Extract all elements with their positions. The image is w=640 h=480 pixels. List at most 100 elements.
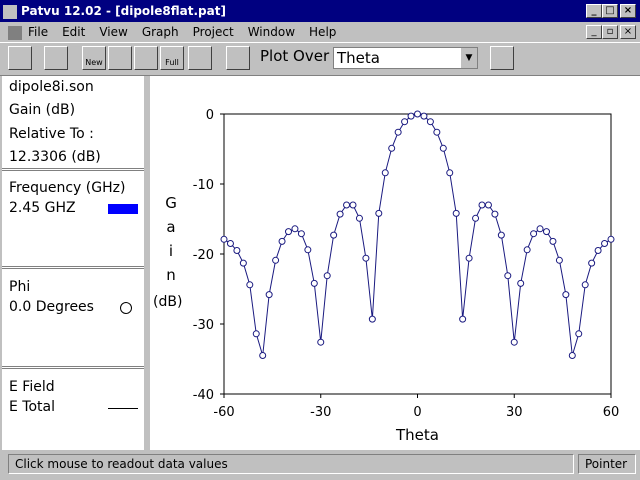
data-point [285, 228, 292, 236]
data-point [426, 118, 434, 126]
field-line-symbol [108, 408, 138, 409]
y-tick-label: -30 [193, 318, 214, 333]
y-tick-label: -20 [193, 248, 214, 263]
data-point [381, 169, 389, 177]
data-point [446, 169, 454, 177]
data-point [497, 231, 505, 239]
copy-button[interactable] [44, 46, 68, 70]
data-point [536, 225, 544, 233]
menu-item[interactable]: View [99, 25, 128, 39]
doc-minimize-button[interactable]: _ [586, 25, 602, 39]
data-point [362, 254, 370, 262]
new-button[interactable]: New [82, 46, 106, 70]
data-point [330, 231, 338, 239]
app-icon [3, 4, 17, 19]
data-point [233, 247, 241, 254]
data-point [465, 254, 473, 262]
window-title: Patvu 12.02 - [dipole8flat.pat] [21, 4, 226, 18]
frequency-section: Frequency (GHz) 2.45 GHZ [2, 174, 144, 269]
zoom-in-button[interactable] [108, 46, 132, 70]
menu-items: File Edit View Graph Project Window Help [28, 25, 350, 39]
chart: 0 -10 -20 -30 -40 -60 -30 0 30 60 Theta [193, 108, 620, 444]
y-tick-label: 0 [206, 108, 214, 123]
menu-item[interactable]: Graph [141, 25, 179, 39]
data-point [581, 281, 589, 289]
y-axis-units: (dB) [153, 294, 183, 310]
data-point [349, 201, 357, 209]
data-point [439, 144, 447, 152]
data-point [272, 256, 280, 264]
field-value: E Total [9, 399, 55, 415]
field-section: E Field E Total [2, 374, 144, 450]
menu-item[interactable]: Project [192, 25, 234, 39]
doc-close-button[interactable]: × [620, 25, 636, 39]
x-tick-label: 0 [413, 405, 421, 420]
y-axis-label: Gain [162, 194, 180, 290]
data-point [517, 279, 525, 287]
close-button[interactable]: × [620, 4, 636, 18]
phi-symbol [120, 302, 132, 314]
data-point [491, 210, 499, 218]
zoom-button[interactable] [188, 46, 212, 70]
menu-item[interactable]: Window [247, 25, 296, 39]
maximize-button[interactable]: □ [602, 4, 618, 18]
data-point [588, 259, 596, 267]
toolbar: New Full Plot Over Theta ▼ [0, 42, 640, 76]
data-point [420, 112, 428, 120]
data-point [220, 235, 228, 243]
settings-button[interactable] [226, 46, 250, 70]
data-point [291, 225, 299, 233]
info-panel: dipole8i.son Gain (dB) Relative To : 12.… [2, 76, 144, 450]
y-tick-label: -10 [193, 178, 214, 193]
full-button[interactable]: Full [160, 46, 184, 70]
x-tick-label: -30 [310, 405, 331, 420]
print-button[interactable] [490, 46, 514, 70]
data-point [401, 118, 409, 126]
data-point [375, 209, 383, 217]
open-button[interactable] [8, 46, 32, 70]
data-point [568, 352, 576, 359]
data-point [452, 209, 460, 217]
data-point [278, 237, 286, 245]
data-point [388, 144, 396, 152]
status-message: Click mouse to readout data values [8, 454, 574, 474]
data-point [601, 240, 609, 247]
data-point [594, 247, 602, 254]
dropdown-arrow[interactable]: ▼ [461, 48, 477, 68]
data-point [472, 214, 480, 222]
chart-area[interactable]: Gain (dB) 0 -10 -20 -30 -40 -60 -30 0 30 60 Theta [150, 76, 640, 450]
phi-label: Phi [9, 279, 31, 295]
y-tick-label: -40 [193, 388, 214, 403]
plot-over-label: Plot Over [260, 47, 330, 65]
data-point [484, 201, 492, 209]
x-tick-label: 60 [603, 405, 620, 420]
data-point [317, 338, 325, 346]
data-point [246, 281, 254, 289]
status-bar: Click mouse to readout data values Point… [0, 452, 640, 478]
series-line [223, 113, 612, 356]
menu-item[interactable]: File [28, 25, 49, 39]
menu-bar: File Edit View Graph Project Window Help _ ▫ × [0, 22, 640, 42]
data-point [355, 214, 363, 222]
dropdown-value: Theta [337, 49, 380, 67]
data-point [555, 256, 563, 264]
data-point [607, 235, 615, 243]
data-point [407, 112, 415, 120]
menu-item[interactable]: Edit [62, 25, 86, 39]
file-name: dipole8i.son [9, 79, 94, 95]
menu-item[interactable]: Help [309, 25, 337, 39]
doc-icon [8, 25, 22, 40]
data-point [504, 272, 512, 280]
field-label: E Field [9, 379, 55, 395]
data-point [459, 315, 467, 323]
plot-over-dropdown[interactable]: Theta ▼ [333, 47, 478, 69]
data-point [265, 291, 273, 299]
data-point [343, 201, 351, 209]
minimize-button[interactable]: _ [586, 4, 602, 18]
x-tick-label: 30 [506, 405, 523, 420]
zoom-out-button[interactable] [134, 46, 158, 70]
data-point [549, 237, 557, 245]
relative-value: 12.3306 (dB) [9, 149, 101, 165]
doc-restore-button[interactable]: ▫ [602, 25, 618, 39]
plot-frame [223, 113, 612, 395]
